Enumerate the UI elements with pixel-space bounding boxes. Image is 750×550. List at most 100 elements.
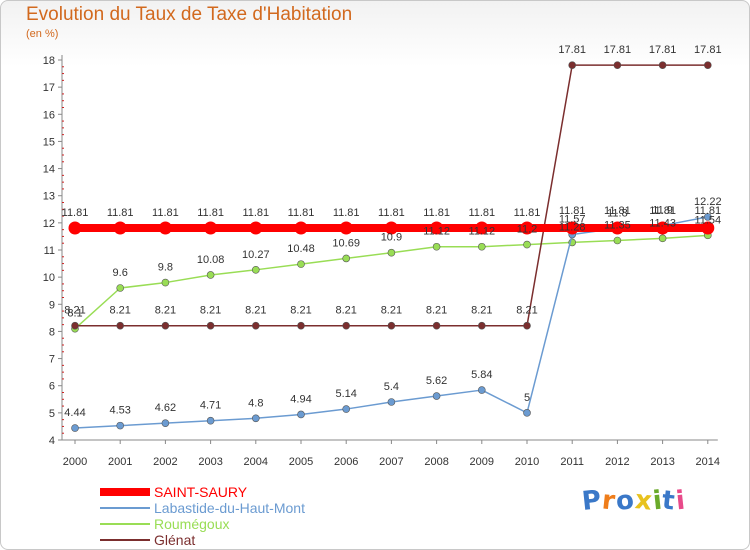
y-tick-label: 14 [43, 164, 55, 176]
data-label: 5.14 [335, 388, 356, 400]
data-label: 11.81 [197, 207, 224, 219]
x-tick-label: 2000 [63, 456, 87, 468]
legend-item: Roumégoux [100, 516, 305, 532]
data-label: 8.21 [516, 305, 537, 317]
data-label: 9.8 [158, 262, 173, 274]
data-label: 4.71 [200, 400, 221, 412]
y-tick-label: 13 [43, 191, 55, 203]
data-label: 11.81 [333, 207, 360, 219]
data-label: 4.53 [109, 405, 130, 417]
data-label: 11.43 [649, 217, 676, 229]
legend-swatch [100, 539, 150, 541]
data-point [252, 266, 260, 274]
x-tick-label: 2002 [153, 456, 177, 468]
data-point [71, 321, 79, 330]
data-point [161, 321, 170, 330]
legend-swatch [100, 507, 150, 509]
x-tick-label: 2005 [289, 456, 313, 468]
y-tick-label: 11 [44, 245, 55, 257]
data-label: 8.21 [290, 305, 311, 317]
chart-subtitle: (en %) [26, 28, 59, 40]
y-tick-label: 7 [49, 354, 55, 366]
data-label: 11.81 [694, 205, 721, 217]
data-point [387, 248, 396, 257]
data-point [610, 221, 624, 235]
data-label: 11.9 [652, 205, 673, 217]
data-label: 10.48 [287, 243, 315, 255]
data-label: 17.81 [694, 44, 722, 56]
data-label: 4.8 [248, 397, 263, 409]
data-point [249, 221, 263, 235]
data-point [658, 234, 667, 243]
data-label: 17.81 [604, 44, 632, 56]
data-point [387, 321, 396, 330]
data-point [252, 321, 260, 330]
data-point [477, 386, 486, 394]
data-point [387, 398, 396, 406]
data-point [113, 221, 127, 235]
y-tick-label: 15 [43, 136, 55, 148]
legend-item: Labastide-du-Haut-Mont [100, 500, 305, 516]
data-point [656, 221, 670, 235]
data-label: 11.81 [423, 207, 450, 219]
x-tick-label: 2014 [696, 456, 720, 468]
data-label: 11.12 [423, 226, 450, 238]
data-point [568, 61, 577, 69]
data-label: 5.4 [384, 381, 399, 393]
data-point [613, 61, 622, 69]
data-point [158, 221, 172, 235]
x-tick-label: 2006 [334, 456, 358, 468]
legend: SAINT-SAURY Labastide-du-Haut-Mont Roumégo… [100, 484, 305, 548]
data-label: 17.81 [558, 44, 586, 56]
data-label: 8.21 [245, 305, 266, 317]
data-label: 11.81 [468, 207, 495, 219]
data-label: 11.35 [604, 220, 631, 232]
data-label: 9.6 [113, 267, 128, 279]
data-point [701, 221, 715, 235]
data-label: 11.12 [468, 226, 495, 238]
data-point [658, 61, 667, 69]
data-point [477, 242, 486, 251]
y-tick-label: 9 [49, 299, 55, 311]
x-tick-label: 2010 [515, 456, 539, 468]
y-tick-label: 6 [49, 381, 55, 393]
data-label: 10.27 [242, 249, 270, 261]
data-label: 10.69 [332, 237, 360, 249]
data-point [116, 321, 124, 330]
data-point [297, 260, 305, 268]
data-point [204, 221, 218, 235]
data-label: 17.81 [649, 44, 677, 56]
data-label: 11.8 [607, 207, 628, 219]
legend-item: Glénat [100, 532, 305, 548]
data-label: 8.1 [67, 308, 82, 320]
data-label: 11.81 [107, 207, 134, 219]
data-label: 8.21 [471, 305, 492, 317]
y-tick-label: 5 [49, 408, 55, 420]
legend-item: SAINT-SAURY [100, 484, 305, 500]
data-label: 11.81 [514, 207, 541, 219]
y-tick-label: 8 [49, 326, 55, 338]
data-label: 8.21 [109, 305, 130, 317]
data-label: 8.21 [426, 305, 447, 317]
data-point [68, 221, 82, 235]
data-label: 11.57 [559, 214, 586, 226]
data-label: 11.81 [559, 205, 586, 217]
legend-swatch [100, 488, 150, 496]
data-point [430, 221, 444, 235]
data-label: 11.81 [62, 207, 89, 219]
data-label: 11.28 [559, 221, 586, 233]
data-point [206, 321, 215, 330]
data-label: 4.62 [155, 402, 176, 414]
data-point [523, 321, 531, 330]
legend-label: Glénat [154, 532, 196, 548]
data-point [432, 242, 441, 251]
data-label: 12.22 [694, 196, 722, 208]
y-tick-label: 4 [49, 435, 55, 447]
data-point [703, 213, 712, 221]
data-point [523, 409, 531, 417]
y-tick-label: 12 [43, 218, 55, 230]
data-point [297, 410, 305, 419]
data-point [71, 424, 79, 432]
data-label: 11.2 [517, 224, 538, 236]
